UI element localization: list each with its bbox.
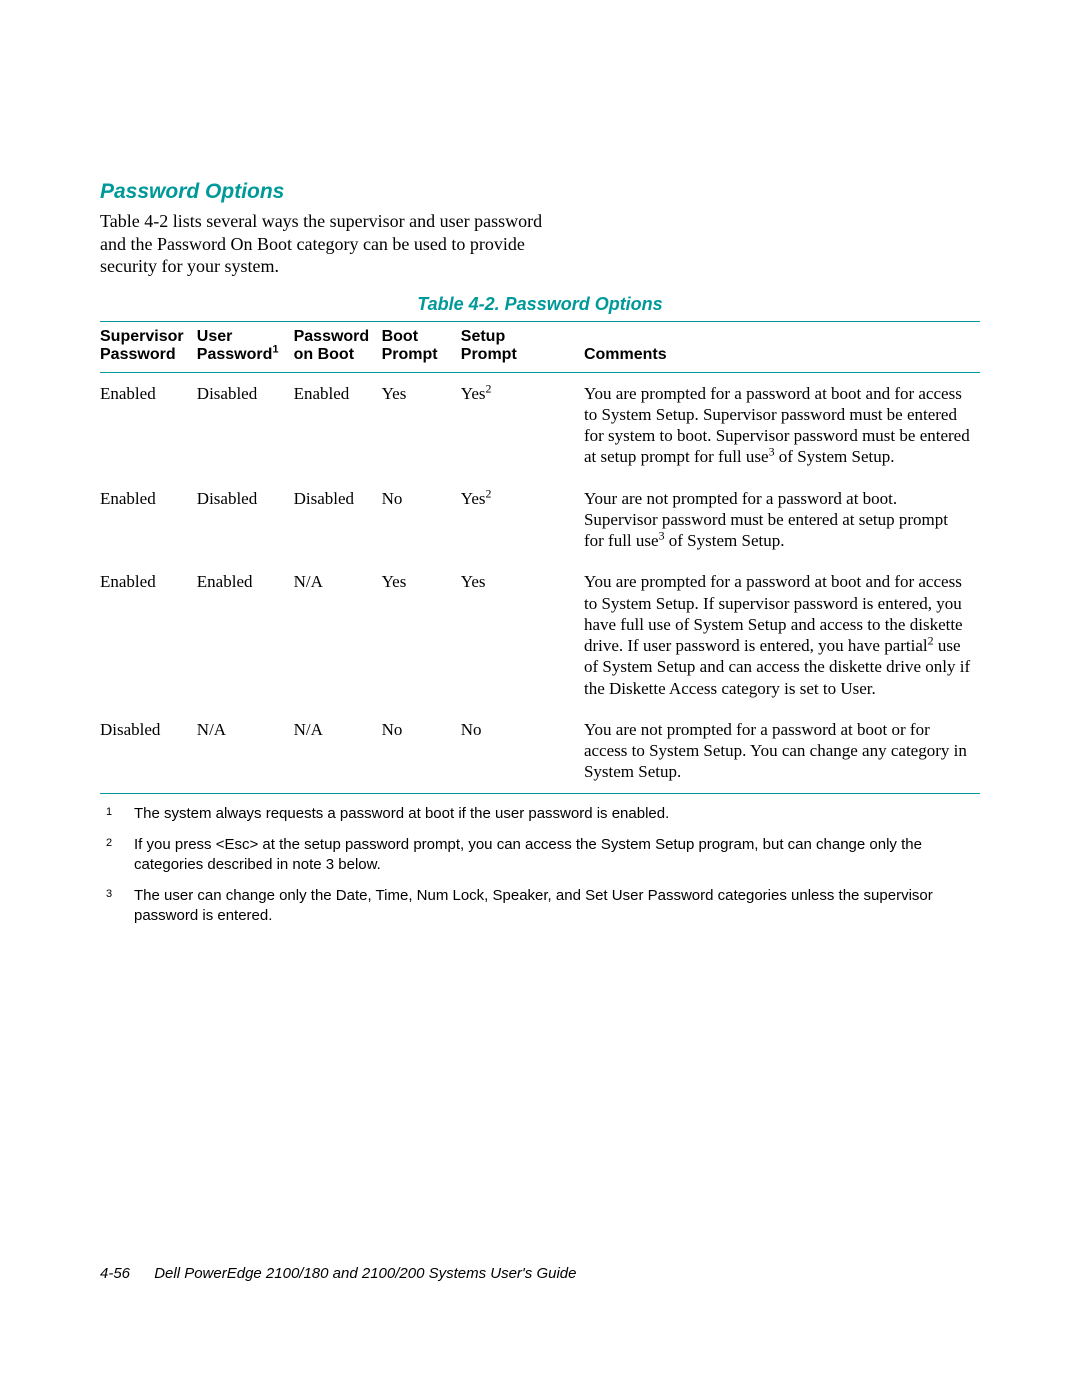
cell-setup: Yes2 [461, 478, 584, 562]
cell-comments: You are prompted for a password at boot … [584, 561, 980, 709]
cell-text: of System Setup. [775, 447, 895, 466]
intro-paragraph: Table 4-2 lists several ways the supervi… [100, 210, 560, 278]
cell-sup: 2 [486, 486, 492, 500]
footnote: 1 The system always requests a password … [100, 804, 980, 824]
cell-boot: Yes [382, 372, 461, 478]
th-text: Password [197, 346, 273, 363]
cell-pob: Disabled [294, 478, 382, 562]
cell-pob: N/A [294, 709, 382, 793]
cell-user: N/A [197, 709, 294, 793]
footer-title: Dell PowerEdge 2100/180 and 2100/200 Sys… [154, 1265, 576, 1282]
section-heading: Password Options [100, 180, 980, 204]
cell-setup: No [461, 709, 584, 793]
cell-supervisor: Enabled [100, 372, 197, 478]
th-boot-prompt: Boot Prompt [382, 321, 461, 372]
th-supervisor: Supervisor Password [100, 321, 197, 372]
table-row: Enabled Disabled Disabled No Yes2 Your a… [100, 478, 980, 562]
cell-supervisor: Enabled [100, 561, 197, 709]
th-text: Password [100, 346, 176, 363]
th-text: on Boot [294, 346, 354, 363]
cell-text: of System Setup. [665, 531, 785, 550]
th-text: Boot [382, 328, 418, 345]
cell-comments: You are prompted for a password at boot … [584, 372, 980, 478]
cell-user: Disabled [197, 372, 294, 478]
footnote-text: The user can change only the Date, Time,… [134, 886, 980, 925]
footnote-number: 2 [100, 835, 134, 874]
table-caption: Table 4-2. Password Options [100, 294, 980, 315]
cell-text: Yes [461, 572, 486, 591]
th-text: User [197, 328, 233, 345]
table-row: Enabled Disabled Enabled Yes Yes2 You ar… [100, 372, 980, 478]
footnote: 3 The user can change only the Date, Tim… [100, 886, 980, 925]
th-text: Password [294, 328, 370, 345]
cell-boot: Yes [382, 561, 461, 709]
cell-text: You are not prompted for a password at b… [584, 720, 967, 782]
th-text: Setup [461, 328, 505, 345]
cell-pob: N/A [294, 561, 382, 709]
th-text: Prompt [461, 346, 517, 363]
cell-pob: Enabled [294, 372, 382, 478]
footnotes: 1 The system always requests a password … [100, 804, 980, 926]
page-number: 4-56 [100, 1265, 130, 1282]
cell-user: Disabled [197, 478, 294, 562]
footnote-text: The system always requests a password at… [134, 804, 980, 824]
th-text: Supervisor [100, 328, 184, 345]
cell-text: No [461, 720, 482, 739]
th-comments: Comments [584, 321, 980, 372]
page-footer: 4-56 Dell PowerEdge 2100/180 and 2100/20… [100, 1265, 577, 1282]
password-options-table: Supervisor Password User Password1 Passw… [100, 321, 980, 794]
cell-text: Yes [461, 384, 486, 403]
cell-boot: No [382, 709, 461, 793]
footnote-text: If you press <Esc> at the setup password… [134, 835, 980, 874]
cell-text: You are prompted for a password at boot … [584, 572, 963, 655]
cell-supervisor: Disabled [100, 709, 197, 793]
footnote-number: 3 [100, 886, 134, 925]
table-header-row: Supervisor Password User Password1 Passw… [100, 321, 980, 372]
th-password-on-boot: Password on Boot [294, 321, 382, 372]
th-text: Prompt [382, 346, 438, 363]
cell-text: Yes [461, 489, 486, 508]
cell-boot: No [382, 478, 461, 562]
cell-comments: Your are not prompted for a password at … [584, 478, 980, 562]
th-sup: 1 [272, 343, 278, 355]
th-user: User Password1 [197, 321, 294, 372]
table-row: Enabled Enabled N/A Yes Yes You are prom… [100, 561, 980, 709]
th-text: Comments [584, 346, 667, 363]
cell-sup: 2 [486, 381, 492, 395]
cell-setup: Yes [461, 561, 584, 709]
footnote: 2 If you press <Esc> at the setup passwo… [100, 835, 980, 874]
cell-setup: Yes2 [461, 372, 584, 478]
table-row: Disabled N/A N/A No No You are not promp… [100, 709, 980, 793]
footnote-number: 1 [100, 804, 134, 824]
cell-user: Enabled [197, 561, 294, 709]
cell-comments: You are not prompted for a password at b… [584, 709, 980, 793]
cell-supervisor: Enabled [100, 478, 197, 562]
th-setup-prompt: Setup Prompt [461, 321, 584, 372]
